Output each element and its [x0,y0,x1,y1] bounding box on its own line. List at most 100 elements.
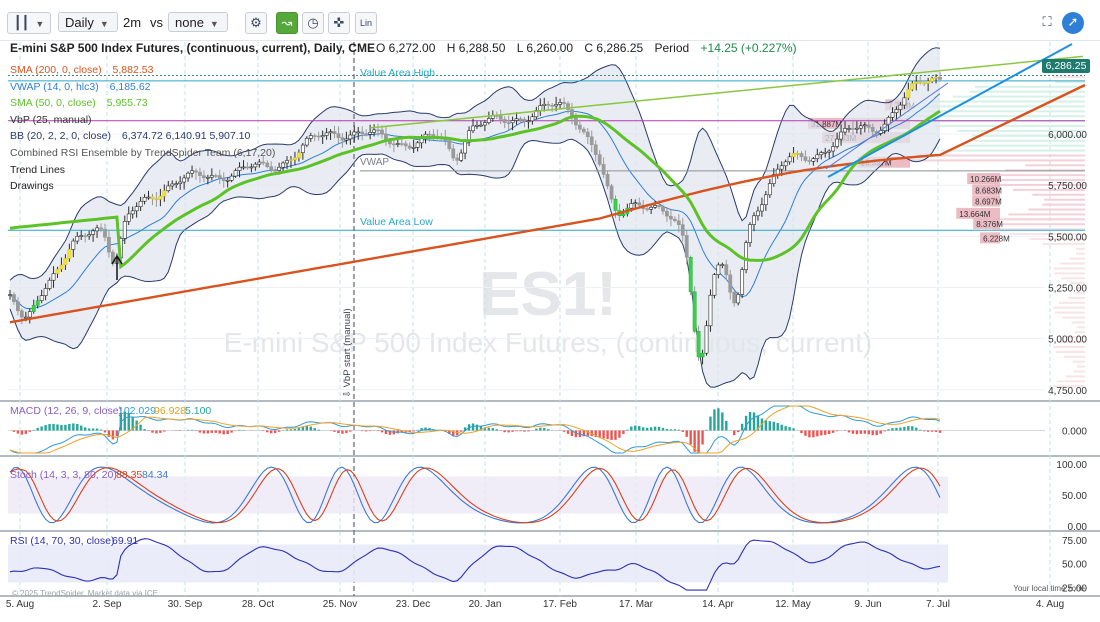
chevron-down-icon: ▼ [209,19,219,29]
candle-body [613,198,618,211]
candle [526,115,531,129]
candle-body [597,154,602,165]
candle [87,230,92,240]
candle-body [324,132,329,136]
legend-item[interactable]: Combined RSI Ensemble by TrendSpider Tea… [10,147,275,159]
candle-body [862,124,867,127]
vbp-bar [1028,208,1085,211]
macd-histogram-bar [424,427,427,431]
scale-button[interactable]: Lin [355,12,377,34]
candle [696,325,701,361]
legend-item[interactable]: BB (20, 2, 2, 0, close) 6,374.72 6,140.9… [10,130,250,142]
candle [63,254,68,270]
candle-body [289,159,293,161]
vbp-bar [1053,345,1085,348]
local-time-label: Your local time zone [1013,584,1085,593]
candle [142,194,147,205]
x-tick-label: 30. Sep [168,599,203,610]
macd-histogram-bar [76,423,79,431]
macd-histogram-bar [586,430,589,436]
candle-body [744,242,748,270]
candle-body [866,124,871,128]
macd-histogram-bar [222,430,225,435]
replay-button[interactable]: ◷ [302,12,324,34]
candle [649,205,654,214]
candle [130,206,135,219]
legend-item[interactable]: Drawings [10,180,54,192]
vbp-bar [940,149,1085,152]
macd-histogram-bar [285,429,289,431]
value-area-low-label: Value Area Low [360,216,433,228]
candle-body [67,249,72,259]
candle [304,136,309,148]
candle [352,125,357,143]
legend-item[interactable]: SMA (50, 0, close) 5,955.73 [10,97,148,109]
candle-body [498,115,503,120]
candle-body [696,330,701,358]
candle-body [514,118,519,121]
candle-body [767,183,772,196]
candle [186,171,190,182]
chart-type-button[interactable]: ┃┃ ▼ [7,12,51,34]
macd-histogram-bar [859,430,863,434]
legend-item[interactable]: Trend Lines [10,164,65,176]
arrow-up-icon [111,254,123,280]
macd-histogram-bar [752,412,756,431]
macd-histogram-bar [792,428,795,431]
fullscreen-button[interactable]: ⛶ [1036,12,1058,34]
legend-item-value: 6,185.62 [106,80,151,93]
vbp-bar [1071,321,1085,324]
macd-histogram-bar [562,430,566,432]
candle-body [740,269,745,295]
legend-item[interactable]: VWAP (14, 0, hlc3) 6,185.62 [10,81,151,93]
candle [285,156,289,170]
y-tick-label: 5,500.00 [1048,232,1087,243]
candle [562,97,566,109]
settings-button[interactable]: ⚙ [245,12,267,34]
vbp-bar [974,85,1085,88]
candle [225,177,230,188]
candle-body [566,103,570,110]
macd-histogram-bar [48,424,51,431]
auto-trend-button[interactable]: ↝ [276,12,298,34]
crosshair-button[interactable]: ✜ [328,12,350,34]
candle-body [720,264,725,266]
macd-histogram-bar [507,430,510,433]
candle-body [138,200,143,208]
candle [174,180,179,189]
candle-body [886,117,891,125]
candle [27,308,32,324]
macd-histogram-bar [269,430,273,434]
macd-histogram-bar [487,427,491,431]
macd-histogram-bar [665,428,669,431]
legend-item[interactable]: VbP (25, manual) [10,114,92,126]
toolbar: ┃┃ ▼ Daily ▼ 2m vs none ▼ ⚙ ↝ ◷ ✜ Lin ⛶ ➚ [0,0,1100,41]
vbp-label: 8.683M [975,186,1002,195]
sub-interval[interactable]: 2m [123,15,142,30]
candle-body [312,135,317,137]
macd-histogram-bar [883,430,886,432]
alerts-button[interactable]: ➚ [1062,12,1084,34]
vbp-bar [957,129,1085,132]
candle [213,173,218,179]
candle-body [209,175,214,178]
candle-body [300,144,305,153]
candle-body [704,325,709,354]
candle-body [748,224,752,243]
candle-body [633,202,638,204]
compare-select[interactable]: none ▼ [168,12,228,32]
macd-histogram-bar [147,430,150,432]
candle [585,128,590,145]
interval-select[interactable]: Daily ▼ [58,12,118,32]
low-value: L 6,260.00 [516,41,574,55]
macd-histogram-bar [713,409,716,431]
candle-body [459,152,464,161]
vbp-bar [994,183,1085,186]
vbp-bar [1070,282,1085,285]
candle-body [162,190,167,197]
candle [134,202,139,218]
macd-histogram-bar [827,430,831,435]
candle [589,130,594,153]
legend-item[interactable]: SMA (200, 0, close) 5,882.53 [10,64,153,76]
